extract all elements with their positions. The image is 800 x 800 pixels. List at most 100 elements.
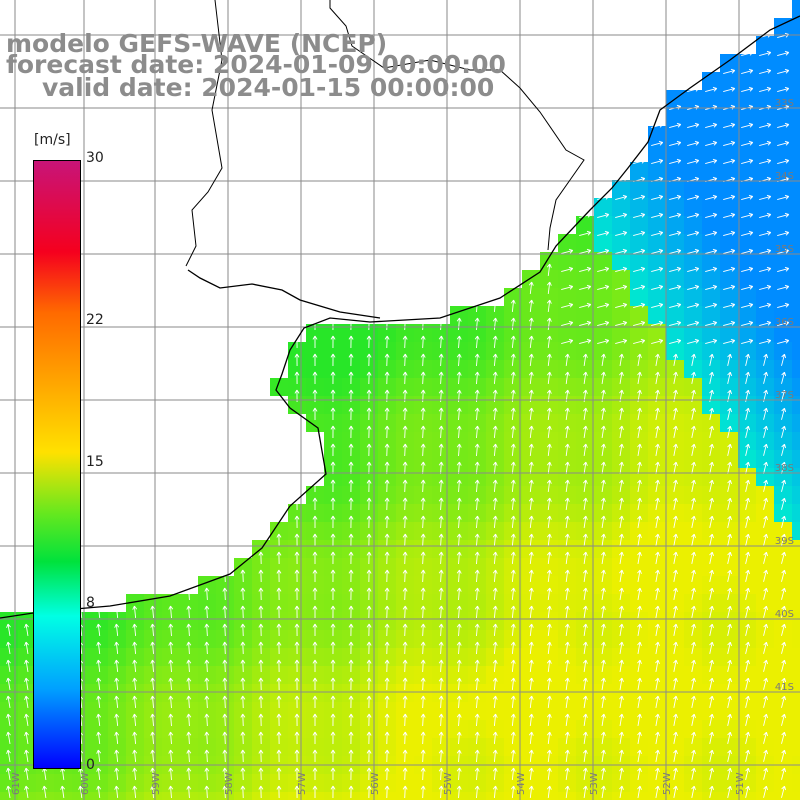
- wind-arrow: [456, 353, 462, 367]
- wind-arrow: [438, 659, 444, 673]
- wind-cell: [504, 378, 522, 396]
- wind-arrow: [781, 587, 787, 600]
- wind-arrow: [438, 515, 444, 529]
- wind-arrow: [366, 695, 372, 709]
- wind-cell: [378, 702, 396, 720]
- wind-cell: [594, 216, 612, 234]
- wind-cell: [414, 612, 432, 630]
- wind-arrow: [276, 677, 282, 691]
- wind-arrow: [168, 641, 174, 655]
- wind-cell: [666, 234, 684, 252]
- wind-arrow: [759, 266, 772, 272]
- wind-arrow: [384, 533, 390, 547]
- wind-cell: [594, 558, 612, 576]
- wind-arrow: [727, 641, 733, 654]
- wind-arrow: [96, 695, 102, 709]
- wind-arrow: [546, 461, 552, 475]
- wind-cell: [540, 774, 558, 792]
- wind-cell: [270, 612, 288, 630]
- wind-arrow: [204, 641, 210, 655]
- wind-cell: [522, 684, 540, 702]
- wind-cell: [666, 306, 684, 324]
- wind-cell: [666, 342, 684, 360]
- wind-arrow: [6, 623, 11, 636]
- wind-arrow: [168, 767, 174, 781]
- wind-cell: [774, 324, 792, 342]
- wind-arrow: [633, 302, 646, 308]
- wind-cell: [702, 162, 720, 180]
- wind-cell: [684, 540, 702, 558]
- wind-cell: [432, 450, 450, 468]
- wind-cell: [324, 432, 342, 450]
- wind-arrow: [24, 641, 29, 654]
- wind-cell: [504, 630, 522, 648]
- wind-arrow: [745, 407, 751, 420]
- wind-arrow: [777, 320, 790, 326]
- wind-arrow: [741, 248, 754, 254]
- wind-cell: [720, 432, 738, 450]
- wind-cell: [558, 738, 576, 756]
- wind-cell: [486, 576, 504, 594]
- wind-arrow: [709, 479, 714, 492]
- wind-cell: [270, 774, 288, 792]
- wind-arrow: [348, 605, 354, 619]
- wind-arrow: [492, 677, 498, 691]
- wind-cell: [576, 270, 594, 288]
- wind-arrow: [330, 515, 336, 529]
- wind-cell: [468, 720, 486, 738]
- wind-arrow: [168, 677, 174, 691]
- wind-arrow: [474, 569, 480, 583]
- wind-arrow: [204, 587, 210, 601]
- wind-arrow: [456, 335, 462, 349]
- wind-cell: [450, 486, 468, 504]
- wind-arrow: [705, 230, 718, 236]
- wind-cell: [144, 684, 162, 702]
- wind-arrow: [546, 605, 552, 619]
- wind-cell: [684, 738, 702, 756]
- wind-arrow: [669, 230, 682, 236]
- wind-cell: [486, 594, 504, 612]
- wind-cell: [612, 540, 630, 558]
- wind-arrow: [601, 353, 606, 366]
- wind-cell: [594, 630, 612, 648]
- wind-arrow: [705, 302, 718, 308]
- wind-arrow: [24, 749, 29, 762]
- wind-arrow: [402, 641, 408, 655]
- wind-arrow: [330, 677, 336, 691]
- wind-arrow: [294, 623, 300, 637]
- wind-arrow: [601, 443, 606, 456]
- wind-cell: [702, 234, 720, 252]
- wind-cell: [666, 216, 684, 234]
- wind-arrow: [456, 371, 462, 385]
- wind-arrow: [655, 515, 660, 528]
- wind-cell: [162, 594, 180, 612]
- wind-arrow: [601, 479, 606, 492]
- wind-cell: [666, 522, 684, 540]
- wind-cell: [630, 306, 648, 324]
- wind-cell: [720, 684, 738, 702]
- wind-cell: [738, 666, 756, 684]
- wind-arrow: [348, 425, 354, 439]
- wind-cell: [324, 684, 342, 702]
- wind-cell: [162, 612, 180, 630]
- wind-cell: [630, 558, 648, 576]
- wind-arrow: [564, 587, 570, 601]
- wind-arrow: [777, 50, 790, 56]
- wind-arrow: [114, 785, 120, 799]
- wind-cell: [792, 720, 800, 738]
- wind-cell: [756, 432, 774, 450]
- wind-cell: [612, 486, 630, 504]
- wind-cell: [522, 450, 540, 468]
- wind-arrow: [759, 284, 772, 290]
- wind-arrow: [132, 605, 138, 619]
- wind-arrow: [258, 605, 264, 619]
- wind-cell: [774, 72, 792, 90]
- wind-arrow: [727, 515, 733, 528]
- wind-arrow: [579, 230, 592, 236]
- wind-arrow: [132, 785, 138, 799]
- wind-cell: [558, 720, 576, 738]
- wind-cell: [792, 216, 800, 234]
- wind-arrow: [168, 785, 174, 799]
- wind-arrow: [619, 515, 624, 528]
